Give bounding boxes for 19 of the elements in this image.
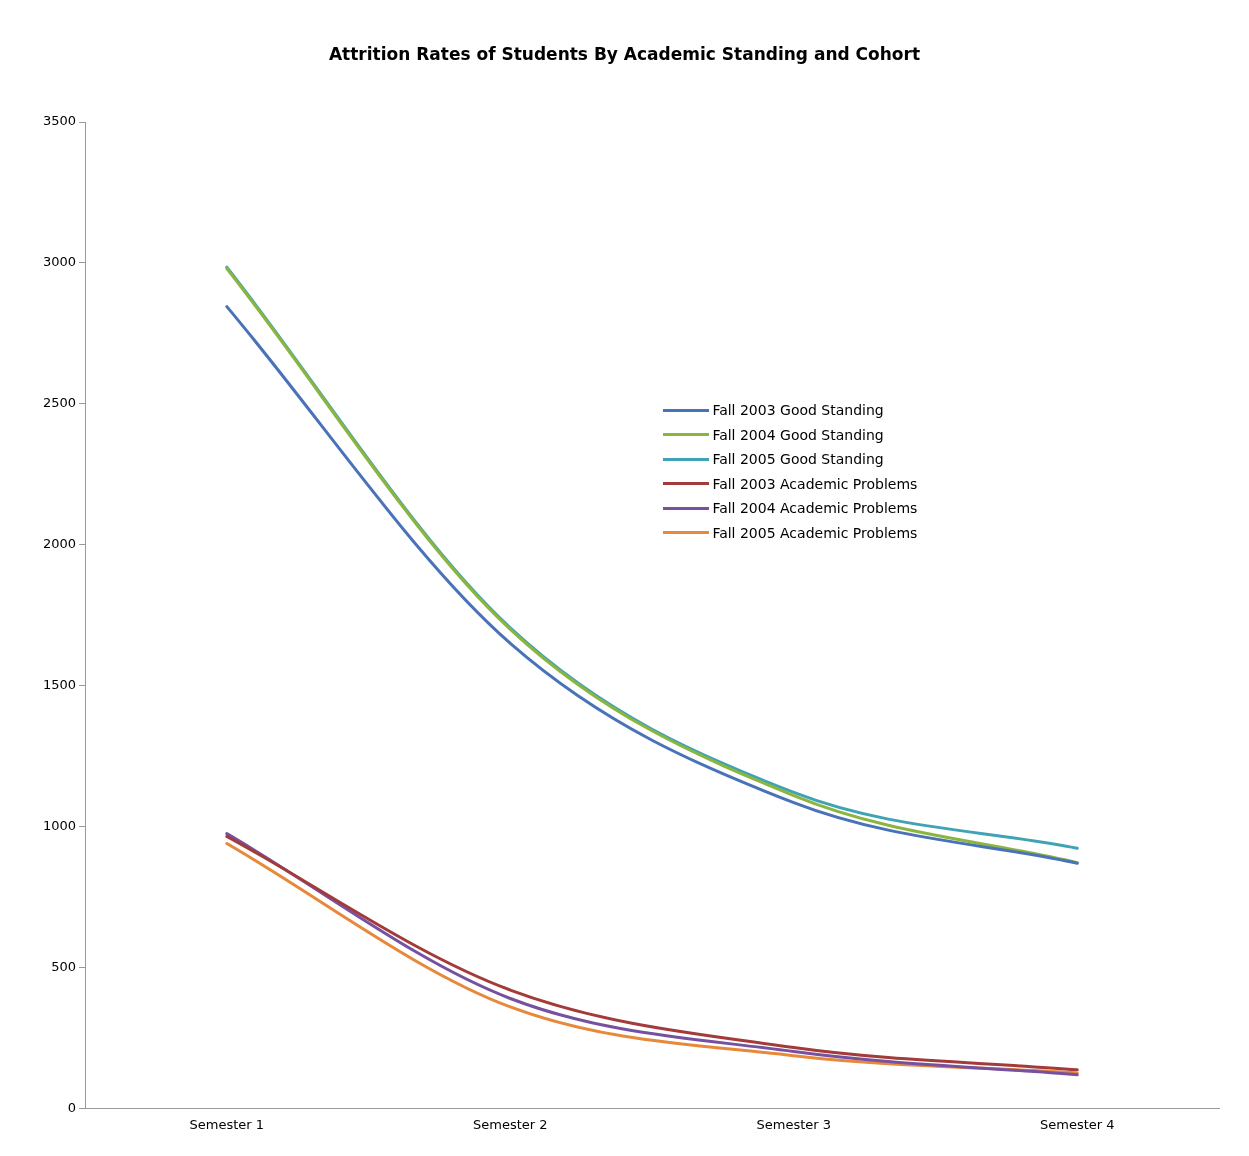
legend-label: Fall 2005 Good Standing xyxy=(712,451,884,468)
legend-label: Fall 2003 Good Standing xyxy=(712,402,884,419)
chart-title: Attrition Rates of Students By Academic Standing and Cohort xyxy=(327,44,922,64)
y-tick-label: 0 xyxy=(67,1099,77,1115)
y-tick-label: 3500 xyxy=(42,113,77,129)
y-tick-label: 500 xyxy=(51,958,77,974)
y-tick-label: 2000 xyxy=(42,536,77,552)
legend-label: Fall 2004 Academic Problems xyxy=(712,500,918,517)
y-tick-label: 3000 xyxy=(42,254,77,270)
x-tick-label: Semester 1 xyxy=(189,1116,265,1132)
legend-label: Fall 2004 Good Standing xyxy=(712,426,884,443)
x-tick-label: Semester 2 xyxy=(473,1116,548,1132)
x-tick-label: Semester 3 xyxy=(756,1116,832,1132)
y-tick-label: 2500 xyxy=(42,395,77,411)
legend-label: Fall 2005 Academic Problems xyxy=(712,524,918,541)
legend-label: Fall 2003 Academic Problems xyxy=(712,475,918,492)
y-tick-label: 1000 xyxy=(42,817,77,833)
y-tick-label: 1500 xyxy=(42,677,77,693)
x-tick-label: Semester 4 xyxy=(1039,1116,1115,1132)
